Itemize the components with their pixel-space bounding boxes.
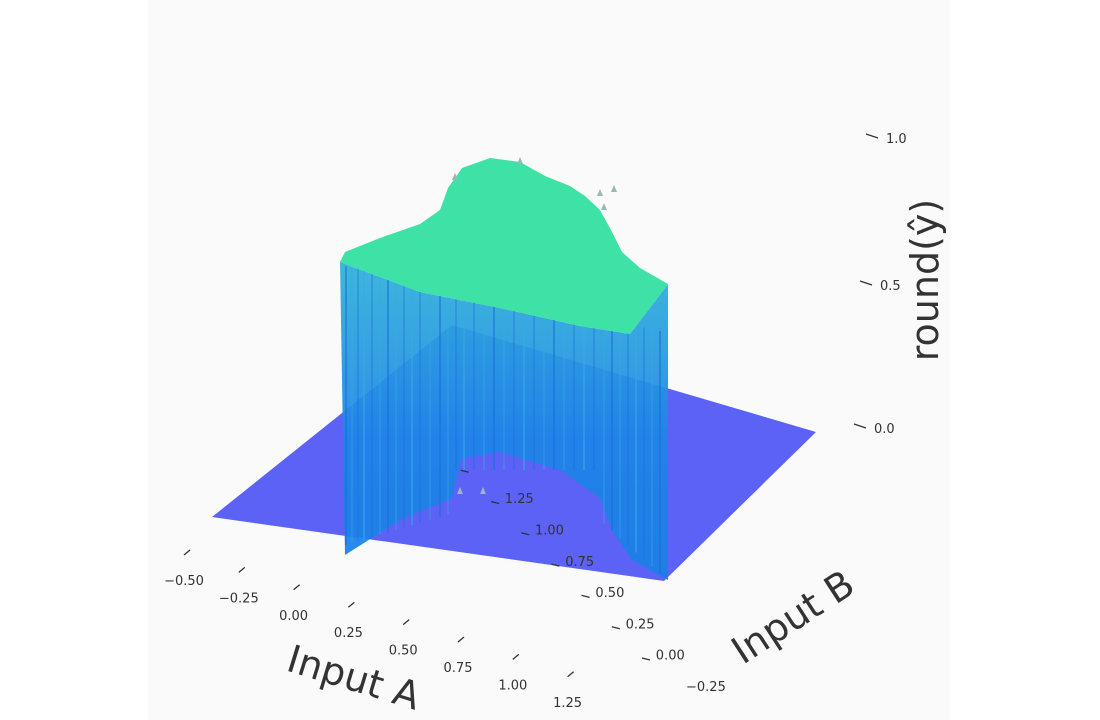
x-tick-label: 0.00: [279, 609, 308, 624]
surface-level-high: [340, 158, 668, 334]
y-axis-tick: [521, 532, 530, 536]
x-axis-tick: [183, 549, 191, 556]
z-tick-label: 1.0: [886, 132, 907, 147]
x-tick-label: 1.25: [553, 696, 582, 711]
x-tick-label: 0.25: [334, 626, 363, 641]
x-tick-label: 0.50: [389, 644, 418, 659]
z-axis-tick: [865, 133, 879, 139]
y-axis-tick: [581, 594, 590, 599]
surface-layer: [212, 157, 816, 581]
surface-marker: [452, 173, 458, 180]
y-axis-label: Input B: [724, 561, 862, 672]
z-tick-label: 0.5: [880, 279, 901, 294]
z-axis-tick: [853, 423, 867, 429]
y-tick-label: 1.00: [535, 524, 564, 539]
y-tick-label: 0.75: [565, 555, 594, 570]
y-axis-tick: [460, 469, 469, 473]
x-axis-tick: [293, 584, 301, 591]
y-axis-tick: [611, 626, 620, 630]
y-axis-tick: [490, 500, 500, 505]
x-tick-label: 1.00: [498, 678, 527, 693]
x-axis-tick: [402, 619, 410, 626]
y-tick-label: 0.50: [595, 586, 624, 601]
x-tick-label: −0.50: [164, 574, 204, 589]
surface-marker: [611, 185, 617, 192]
x-axis-tick: [512, 653, 520, 660]
wall-streaks: [345, 266, 661, 574]
z-axis-tick: [859, 280, 873, 286]
y-tick-label: −0.25: [686, 680, 726, 695]
surface-marker: [457, 487, 463, 494]
y-tick-label: 0.25: [626, 617, 655, 632]
z-axis-label: round(ŷ): [903, 199, 947, 361]
surface-marker: [597, 189, 603, 196]
surface-markers: [452, 157, 617, 494]
y-axis-tick: [551, 563, 560, 567]
x-tick-label: 0.75: [444, 661, 473, 676]
x-tick-label: −0.25: [219, 591, 259, 606]
surface-marker: [480, 487, 486, 494]
x-axis-tick: [238, 566, 246, 573]
surface-marker: [517, 157, 523, 164]
y-tick-label: 0.00: [656, 649, 685, 664]
x-axis-tick: [457, 636, 465, 643]
z-tick-label: 0.0: [874, 422, 895, 437]
x-axis-tick: [567, 671, 575, 678]
y-axis-tick: [641, 657, 651, 661]
surface-marker: [601, 203, 607, 210]
x-axis-tick: [347, 601, 355, 608]
y-tick-label: 1.25: [505, 492, 534, 507]
